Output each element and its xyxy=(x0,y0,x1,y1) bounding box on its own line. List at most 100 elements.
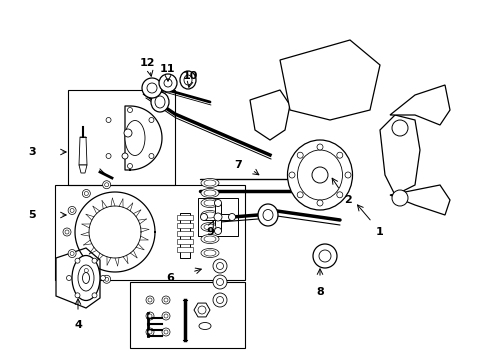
Ellipse shape xyxy=(199,323,211,329)
Circle shape xyxy=(317,144,323,150)
Circle shape xyxy=(82,189,90,198)
Polygon shape xyxy=(177,231,193,236)
Polygon shape xyxy=(56,248,100,308)
Polygon shape xyxy=(380,115,420,195)
Circle shape xyxy=(148,298,152,302)
Polygon shape xyxy=(180,213,190,258)
Circle shape xyxy=(289,172,295,178)
Circle shape xyxy=(213,293,227,307)
Circle shape xyxy=(317,200,323,206)
Ellipse shape xyxy=(263,210,273,220)
Circle shape xyxy=(84,192,88,195)
Ellipse shape xyxy=(201,198,219,207)
Circle shape xyxy=(297,192,303,198)
Ellipse shape xyxy=(204,200,216,206)
Circle shape xyxy=(147,83,157,93)
Circle shape xyxy=(103,181,111,189)
Ellipse shape xyxy=(297,150,343,200)
Circle shape xyxy=(213,259,227,273)
Bar xyxy=(198,198,238,236)
Circle shape xyxy=(312,167,328,183)
Ellipse shape xyxy=(204,236,216,242)
Circle shape xyxy=(313,244,337,268)
Circle shape xyxy=(149,153,154,158)
Circle shape xyxy=(124,129,132,137)
Ellipse shape xyxy=(288,140,352,210)
Ellipse shape xyxy=(201,211,219,220)
Circle shape xyxy=(106,153,111,158)
Circle shape xyxy=(162,312,170,320)
Polygon shape xyxy=(79,165,87,173)
Circle shape xyxy=(217,262,223,270)
Circle shape xyxy=(65,230,69,234)
Polygon shape xyxy=(204,214,232,220)
Bar xyxy=(130,282,245,348)
Text: 4: 4 xyxy=(74,320,82,330)
Circle shape xyxy=(92,293,97,298)
Circle shape xyxy=(337,192,343,198)
Circle shape xyxy=(337,152,343,158)
Circle shape xyxy=(84,269,88,273)
Ellipse shape xyxy=(201,189,219,198)
Text: 5: 5 xyxy=(28,210,36,220)
Circle shape xyxy=(146,296,154,304)
Polygon shape xyxy=(280,40,380,120)
Ellipse shape xyxy=(201,179,219,188)
Circle shape xyxy=(68,206,76,215)
Circle shape xyxy=(392,190,408,206)
Circle shape xyxy=(319,250,331,262)
Text: 7: 7 xyxy=(234,160,242,170)
Circle shape xyxy=(164,298,168,302)
Bar xyxy=(68,90,175,185)
Circle shape xyxy=(82,266,90,275)
Circle shape xyxy=(148,330,152,334)
Circle shape xyxy=(70,208,74,212)
Ellipse shape xyxy=(204,250,216,256)
Circle shape xyxy=(105,277,109,281)
Ellipse shape xyxy=(78,265,94,291)
Circle shape xyxy=(215,228,221,234)
Circle shape xyxy=(67,275,72,280)
Circle shape xyxy=(149,117,154,122)
Circle shape xyxy=(159,74,177,92)
Text: 8: 8 xyxy=(316,287,324,297)
Ellipse shape xyxy=(201,234,219,243)
Circle shape xyxy=(75,258,80,263)
Ellipse shape xyxy=(72,256,100,301)
Text: 12: 12 xyxy=(139,58,155,68)
Circle shape xyxy=(164,314,168,318)
Circle shape xyxy=(68,249,76,257)
Polygon shape xyxy=(177,247,193,252)
Ellipse shape xyxy=(125,121,145,156)
Bar xyxy=(55,185,245,280)
Circle shape xyxy=(213,275,227,289)
Text: 2: 2 xyxy=(344,195,352,205)
Circle shape xyxy=(146,312,154,320)
Circle shape xyxy=(392,120,408,136)
Circle shape xyxy=(214,213,222,221)
Text: 6: 6 xyxy=(166,273,174,283)
Circle shape xyxy=(122,153,128,159)
Polygon shape xyxy=(215,203,221,231)
Polygon shape xyxy=(177,215,193,220)
Polygon shape xyxy=(177,239,193,244)
Circle shape xyxy=(164,330,168,334)
Circle shape xyxy=(345,172,351,178)
Circle shape xyxy=(200,213,207,220)
Circle shape xyxy=(142,78,162,98)
Circle shape xyxy=(215,199,221,207)
Text: 11: 11 xyxy=(159,64,175,74)
Circle shape xyxy=(148,314,152,318)
Circle shape xyxy=(127,108,132,112)
Circle shape xyxy=(217,297,223,303)
Text: 9: 9 xyxy=(206,227,214,237)
Circle shape xyxy=(100,275,105,280)
Circle shape xyxy=(146,328,154,336)
Circle shape xyxy=(103,275,111,283)
Polygon shape xyxy=(177,223,193,228)
Ellipse shape xyxy=(204,224,216,230)
Circle shape xyxy=(217,279,223,285)
Circle shape xyxy=(105,183,109,187)
Polygon shape xyxy=(79,137,87,165)
Circle shape xyxy=(92,258,97,263)
